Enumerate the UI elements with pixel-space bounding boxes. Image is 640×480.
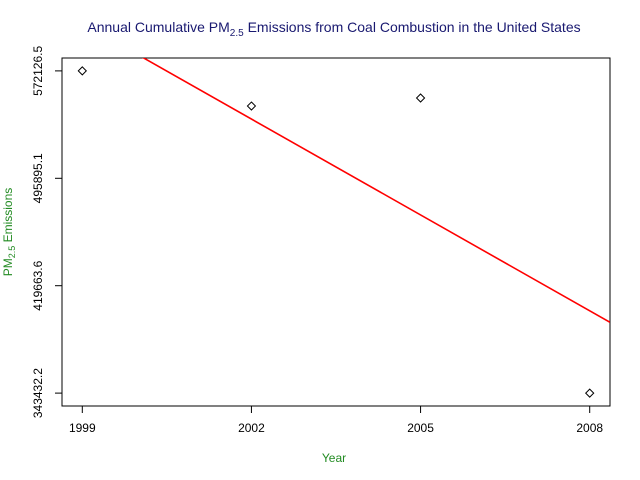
label-part: PM: [1, 258, 15, 276]
data-point: [77, 66, 88, 76]
chart-title: Annual Cumulative PM2.5 Emissions from C…: [87, 19, 580, 39]
y-tick-label: 495895.1: [31, 153, 45, 203]
title-subscript: 2.5: [230, 28, 244, 39]
y-tick-label: 343432.2: [31, 368, 45, 418]
x-tick-label: 2008: [576, 421, 603, 435]
plot-frame: [61, 57, 611, 407]
trend-line: [142, 58, 610, 323]
label-part: Emissions: [1, 188, 15, 246]
x-axis-label: Year: [322, 451, 346, 465]
y-axis-label: PM2.5 Emissions: [1, 188, 17, 277]
title-part: Annual Cumulative PM: [87, 19, 229, 35]
title-part: Emissions from Coal Combustion in the Un…: [244, 19, 581, 35]
y-tick-label: 419663.6: [31, 260, 45, 310]
x-tick-label: 1999: [69, 421, 96, 435]
data-point: [584, 388, 595, 398]
x-tick-label: 2005: [407, 421, 434, 435]
data-point: [246, 101, 257, 111]
y-tick-label: 572126.5: [31, 46, 45, 96]
x-tick-label: 2002: [238, 421, 265, 435]
data-point: [415, 93, 426, 103]
label-subscript: 2.5: [7, 246, 17, 259]
